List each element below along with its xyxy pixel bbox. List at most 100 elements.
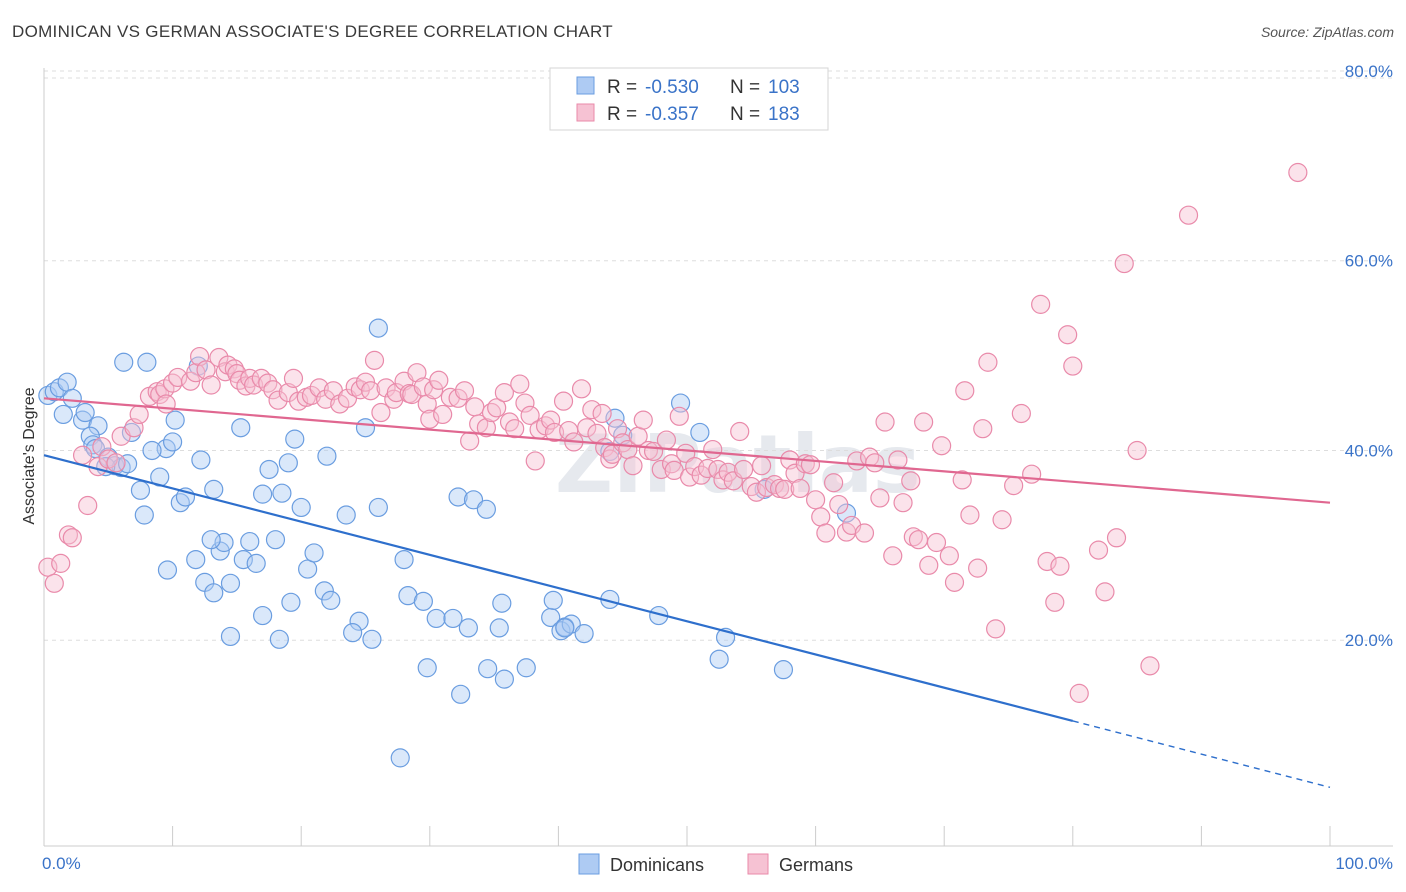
dominican-point	[204, 583, 224, 603]
german-point	[72, 445, 93, 465]
dominican-point	[489, 618, 509, 638]
german-point	[62, 528, 82, 548]
german-point	[283, 368, 304, 388]
dominican-point	[186, 549, 206, 570]
legend-swatch-dominicans	[576, 76, 595, 95]
german-point	[460, 431, 480, 451]
german-point	[505, 419, 525, 439]
german-point	[309, 378, 329, 398]
german-point	[440, 387, 460, 407]
dominican-point	[220, 626, 241, 647]
german-point	[955, 381, 975, 401]
dominican-point	[451, 684, 471, 704]
german-point	[38, 557, 58, 577]
german-point	[805, 490, 826, 510]
dominican-point	[253, 484, 273, 504]
legend-r-label: R =	[607, 104, 637, 125]
dominican-point	[163, 432, 183, 452]
dominican-point	[304, 543, 324, 563]
german-point	[525, 451, 545, 471]
dominican-point	[426, 608, 446, 629]
german-point	[577, 418, 597, 438]
y-tick-label: 60.0%	[1345, 252, 1393, 271]
y-tick-label: 40.0%	[1345, 441, 1393, 460]
german-point	[51, 553, 71, 573]
german-point	[168, 367, 188, 388]
german-point	[944, 572, 965, 592]
german-point	[258, 373, 278, 393]
dominican-point	[233, 549, 253, 570]
dominican-point	[390, 748, 410, 768]
german-point	[582, 400, 602, 420]
dominican-point	[321, 590, 341, 610]
german-point	[78, 495, 98, 516]
bottom-legend: Dominicans Germans	[578, 853, 853, 875]
dominican-point	[253, 605, 273, 626]
german-point	[903, 527, 923, 547]
dominican-point	[269, 629, 289, 649]
y-tick-label: 20.0%	[1345, 631, 1393, 650]
german-point	[1288, 162, 1308, 183]
dominican-point	[543, 590, 563, 610]
dominican-point	[555, 618, 575, 638]
dominican-point	[314, 581, 334, 601]
german-point	[607, 419, 628, 439]
dominican-point	[134, 505, 154, 525]
x-tick-label: 100.0%	[1335, 854, 1393, 873]
dominican-point	[355, 418, 376, 438]
german-point	[973, 419, 993, 439]
german-point	[196, 360, 216, 380]
german-point	[865, 453, 885, 473]
german-point	[775, 479, 795, 499]
german-point	[676, 443, 696, 463]
dominican-point	[458, 618, 478, 638]
dominican-point	[130, 480, 151, 500]
dominican-point	[478, 659, 498, 679]
dominican-point	[114, 352, 134, 372]
german-point	[986, 619, 1006, 639]
dominican-point	[690, 422, 710, 443]
legend-r-value: -0.357	[645, 104, 699, 125]
germans-points	[38, 162, 1308, 703]
dominican-point	[343, 623, 363, 643]
german-point	[669, 406, 689, 426]
german-point	[816, 523, 836, 543]
german-point	[44, 573, 64, 593]
german-point	[420, 409, 440, 429]
dominican-point	[44, 382, 64, 402]
german-point	[376, 378, 396, 398]
german-point	[870, 488, 890, 508]
dominican-point	[448, 487, 468, 507]
german-point	[487, 398, 507, 418]
bottom-legend-germans: Germans	[779, 855, 853, 875]
german-point	[571, 379, 592, 399]
german-point	[1063, 356, 1083, 376]
german-point	[932, 436, 952, 456]
german-point	[433, 404, 453, 425]
german-point	[901, 471, 921, 491]
german-point	[893, 493, 913, 513]
dominicans-trend-extension	[1072, 720, 1331, 788]
german-point	[623, 456, 643, 476]
german-point	[1069, 683, 1089, 703]
legend-n-label: N =	[730, 104, 760, 125]
german-point	[106, 453, 126, 473]
dominican-point	[394, 549, 414, 570]
german-point	[919, 555, 939, 575]
german-point	[952, 470, 972, 490]
source-label: Source: ZipAtlas.com	[1260, 24, 1394, 40]
german-point	[746, 482, 767, 502]
dominican-point	[204, 479, 224, 499]
german-point	[499, 412, 520, 432]
german-point	[448, 388, 468, 408]
german-point	[541, 410, 561, 430]
dominican-point	[413, 591, 433, 611]
german-point	[854, 523, 875, 543]
chart-title: DOMINICAN VS GERMAN ASSOCIATE'S DEGREE C…	[12, 22, 613, 41]
german-point	[1114, 253, 1134, 274]
german-point	[301, 385, 322, 406]
german-point	[150, 384, 170, 405]
legend-r-value: -0.530	[645, 77, 699, 98]
german-point	[510, 374, 530, 394]
